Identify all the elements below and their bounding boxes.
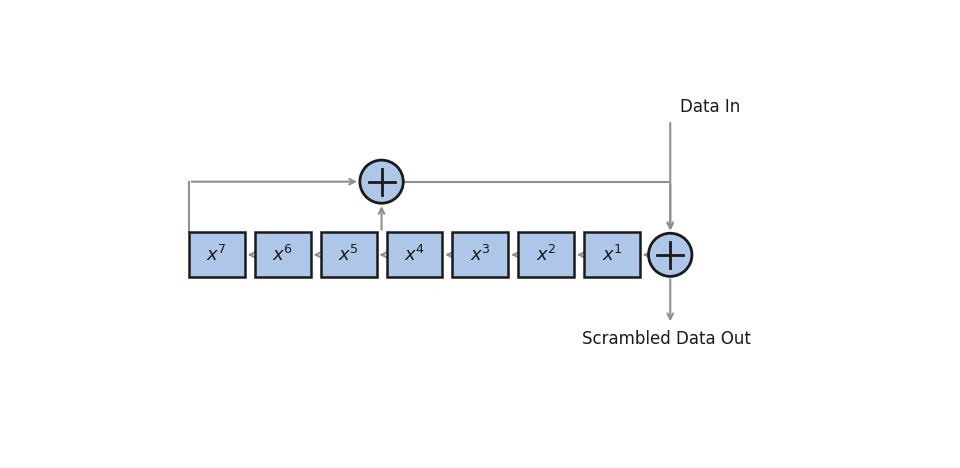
Text: $x^1$: $x^1$: [602, 245, 622, 265]
FancyBboxPatch shape: [585, 233, 640, 277]
Circle shape: [360, 160, 403, 203]
FancyBboxPatch shape: [254, 233, 311, 277]
Text: Scrambled Data Out: Scrambled Data Out: [582, 330, 751, 348]
Text: $x^2$: $x^2$: [536, 245, 557, 265]
Text: $x^4$: $x^4$: [404, 245, 425, 265]
Text: $x^3$: $x^3$: [470, 245, 491, 265]
Text: $x^5$: $x^5$: [338, 245, 359, 265]
Text: Data In: Data In: [680, 98, 740, 116]
FancyBboxPatch shape: [452, 233, 508, 277]
FancyBboxPatch shape: [387, 233, 443, 277]
Text: $x^7$: $x^7$: [206, 245, 228, 265]
Circle shape: [649, 233, 692, 277]
Text: $x^6$: $x^6$: [273, 245, 294, 265]
FancyBboxPatch shape: [518, 233, 574, 277]
FancyBboxPatch shape: [189, 233, 245, 277]
FancyBboxPatch shape: [321, 233, 376, 277]
